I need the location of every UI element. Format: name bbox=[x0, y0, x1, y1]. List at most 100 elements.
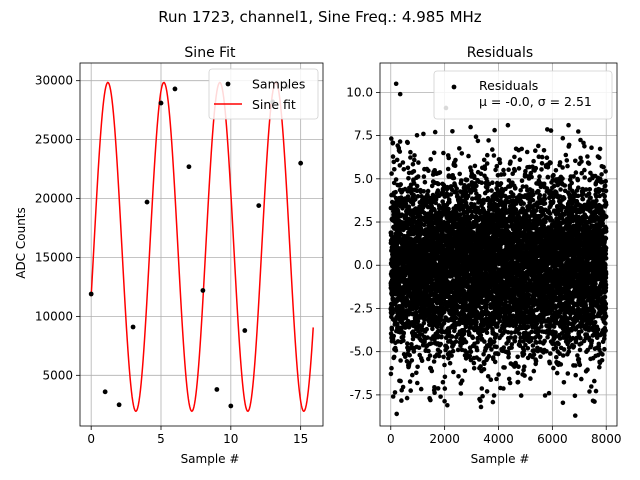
residuals-axes: Residuals Sample # 0 2000 4000 6000 8000-7.5… bbox=[346, 45, 621, 466]
residual-point bbox=[428, 397, 433, 403]
residual-point bbox=[442, 362, 447, 368]
legend-samples-label: Samples bbox=[252, 77, 305, 92]
residual-point bbox=[517, 331, 522, 336]
residual-point bbox=[390, 310, 396, 316]
sample-point bbox=[130, 324, 136, 330]
residual-point bbox=[416, 345, 422, 351]
residual-point bbox=[389, 327, 395, 332]
residual-point bbox=[479, 386, 485, 391]
residual-point bbox=[410, 162, 416, 167]
residual-point bbox=[472, 163, 478, 169]
residual-point bbox=[459, 178, 464, 183]
residual-point bbox=[401, 338, 406, 343]
residual-point bbox=[401, 330, 407, 336]
residual-point bbox=[409, 358, 415, 363]
residual-point bbox=[405, 194, 411, 199]
residual-point bbox=[490, 180, 495, 185]
residual-point bbox=[437, 170, 443, 175]
sample-point bbox=[88, 291, 94, 297]
residual-point bbox=[447, 199, 452, 205]
residual-point bbox=[432, 385, 437, 390]
residual-point bbox=[501, 167, 506, 173]
residual-point bbox=[409, 342, 414, 347]
residual-point bbox=[404, 395, 410, 401]
residual-point bbox=[452, 163, 458, 168]
residual-point bbox=[491, 393, 497, 398]
residuals-xtick-label: 4000 bbox=[483, 432, 514, 446]
residual-point bbox=[492, 127, 497, 133]
residual-point bbox=[440, 379, 446, 385]
residual-point bbox=[415, 380, 420, 386]
residual-point bbox=[488, 377, 494, 383]
residuals-ytick-label: 7.5 bbox=[354, 129, 373, 143]
residual-point bbox=[419, 358, 425, 364]
residual-point bbox=[482, 361, 487, 367]
residual-point bbox=[445, 166, 451, 172]
residual-point bbox=[406, 204, 412, 209]
residual-point bbox=[422, 179, 428, 185]
residual-point bbox=[454, 186, 460, 191]
sine-fit-ytick-label: 5000 bbox=[42, 368, 73, 382]
residual-point bbox=[414, 370, 419, 376]
residual-point bbox=[398, 182, 404, 187]
residual-point bbox=[477, 193, 482, 199]
residual-point bbox=[513, 185, 518, 191]
residual-point bbox=[484, 389, 490, 394]
residual-point bbox=[453, 157, 458, 163]
residual-point bbox=[441, 150, 446, 156]
residual-point bbox=[507, 380, 513, 386]
residual-point bbox=[426, 348, 431, 354]
residual-point bbox=[501, 386, 506, 391]
residual-point bbox=[424, 326, 430, 332]
residual-point bbox=[457, 146, 462, 151]
residual-point bbox=[453, 339, 459, 344]
sine-fit-legend-box bbox=[208, 68, 319, 120]
residual-point bbox=[508, 335, 514, 340]
residual-point bbox=[482, 339, 487, 344]
residual-point bbox=[491, 339, 497, 345]
residual-point bbox=[474, 183, 479, 189]
residual-point bbox=[471, 366, 477, 371]
sine-fit-ytick-label: 20000 bbox=[35, 192, 73, 206]
residual-point bbox=[428, 157, 434, 162]
residuals-ytick-label: 2.5 bbox=[354, 215, 373, 229]
sine-fit-plot-area bbox=[88, 81, 314, 413]
residual-point bbox=[397, 149, 403, 154]
residual-point bbox=[494, 163, 500, 169]
sine-fit-ytick-label: 15000 bbox=[35, 250, 73, 264]
residual-point bbox=[449, 334, 455, 339]
residual-point bbox=[485, 188, 490, 193]
residual-point bbox=[426, 356, 431, 362]
residual-point bbox=[449, 353, 454, 358]
residual-point bbox=[502, 365, 507, 370]
sine-fit-ytick-label: 10000 bbox=[35, 309, 73, 323]
residual-point bbox=[418, 386, 424, 392]
residuals-xtick-label: 8000 bbox=[591, 432, 622, 446]
residual-point bbox=[451, 175, 457, 181]
sine-fit-xtick-label: 10 bbox=[223, 432, 238, 446]
residual-point bbox=[464, 177, 470, 183]
sample-point bbox=[200, 288, 206, 293]
residual-point bbox=[389, 230, 394, 235]
residual-point bbox=[390, 394, 396, 399]
residual-point bbox=[389, 171, 394, 176]
sample-point bbox=[186, 164, 192, 170]
residual-point bbox=[516, 364, 521, 370]
residuals-xtick-label: 6000 bbox=[537, 432, 568, 446]
residual-point bbox=[512, 154, 517, 160]
residual-point bbox=[425, 204, 431, 210]
residual-point bbox=[479, 180, 485, 185]
residual-point bbox=[501, 172, 507, 177]
residual-point bbox=[401, 167, 407, 172]
residual-point bbox=[435, 386, 441, 391]
residuals-ytick-label: 0.0 bbox=[354, 258, 373, 272]
residual-point bbox=[474, 347, 480, 353]
residual-point bbox=[459, 378, 465, 384]
residual-point bbox=[496, 372, 501, 377]
residual-point bbox=[429, 277, 435, 283]
residual-point bbox=[470, 335, 476, 341]
residual-point bbox=[408, 155, 413, 160]
residual-point bbox=[462, 328, 467, 334]
residual-point bbox=[490, 147, 495, 152]
residual-point bbox=[391, 159, 397, 165]
